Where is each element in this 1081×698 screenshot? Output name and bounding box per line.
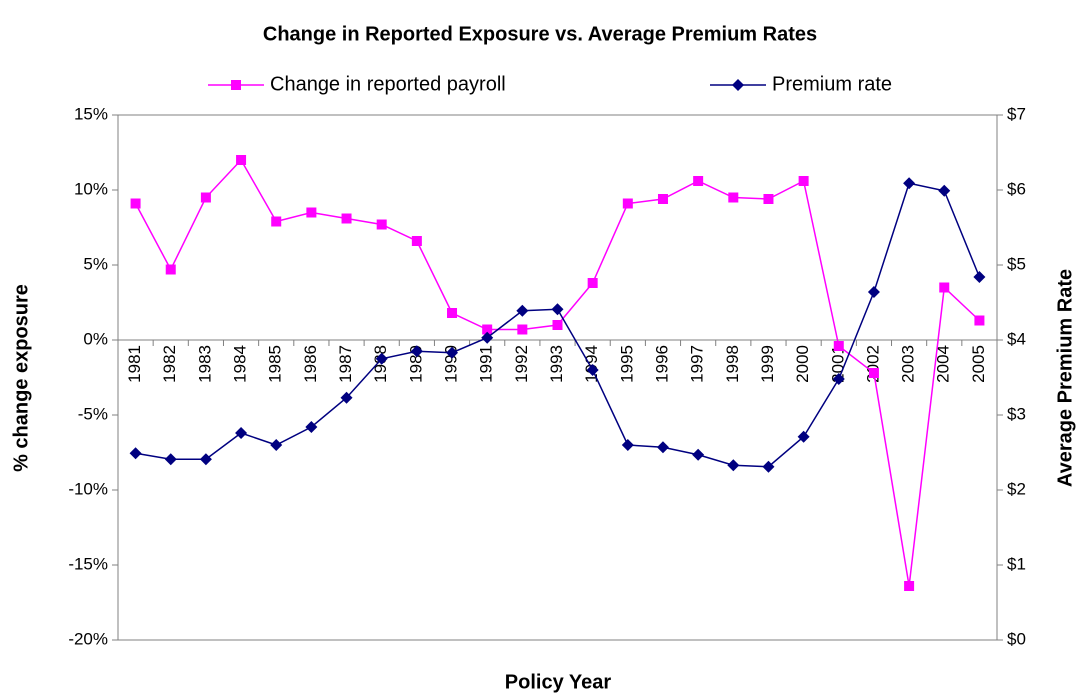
marker: [763, 194, 774, 204]
x-tick-label: 2003: [899, 345, 918, 383]
marker: [270, 439, 283, 451]
marker: [164, 453, 177, 466]
marker: [340, 391, 353, 404]
y-axis-title: % change exposure: [10, 284, 32, 472]
x-tick-label: 1999: [758, 345, 777, 383]
marker: [621, 439, 634, 451]
marker: [129, 447, 142, 460]
x-tick-label: 1994: [582, 345, 601, 383]
marker: [797, 430, 810, 443]
y-tick-label: 0%: [83, 329, 108, 348]
marker: [200, 192, 211, 203]
marker: [375, 352, 388, 365]
marker: [732, 79, 744, 91]
marker: [446, 346, 459, 359]
marker: [586, 364, 599, 376]
y2-tick-label: $3: [1007, 404, 1026, 423]
x-tick-label: 1995: [617, 345, 636, 383]
legend-label: Change in reported payroll: [270, 73, 506, 95]
y2-tick-label: $5: [1007, 254, 1026, 273]
marker: [481, 331, 494, 344]
y2-tick-label: $0: [1007, 629, 1026, 648]
marker: [551, 303, 564, 316]
x-tick-label: 1997: [688, 345, 707, 383]
marker: [973, 271, 986, 283]
plot-area: [117, 114, 998, 641]
marker: [130, 198, 141, 209]
marker: [762, 460, 775, 473]
marker: [231, 80, 241, 90]
marker: [235, 427, 248, 439]
x-tick-label: 1987: [336, 345, 355, 383]
marker: [622, 198, 633, 209]
marker: [903, 177, 916, 190]
x-tick-label: 1986: [301, 345, 320, 383]
marker: [938, 184, 951, 197]
y-tick-label: -15%: [68, 554, 108, 573]
marker: [236, 155, 247, 165]
y-tick-label: 15%: [74, 104, 108, 123]
marker: [867, 286, 880, 298]
marker: [411, 236, 422, 246]
marker: [693, 176, 704, 186]
x-tick-label: 1989: [406, 345, 425, 383]
marker: [341, 213, 352, 224]
marker: [728, 192, 739, 203]
y2-tick-label: $4: [1007, 329, 1026, 348]
marker: [165, 264, 176, 275]
x-tick-label: 2001: [828, 345, 847, 383]
x-tick-label: 1988: [371, 345, 390, 383]
y-tick-label: 5%: [83, 254, 108, 273]
y2-tick-label: $6: [1007, 179, 1026, 198]
marker: [447, 308, 458, 318]
x-tick-label: 1984: [231, 345, 250, 383]
y2-tick-label: $7: [1007, 104, 1026, 123]
y2-tick-label: $2: [1007, 479, 1026, 498]
x-tick-label: 2000: [793, 345, 812, 383]
legend-label: Premium rate: [772, 73, 892, 95]
x-tick-label: 1992: [512, 345, 531, 383]
y-tick-label: -20%: [68, 629, 108, 648]
marker: [692, 448, 705, 461]
chart-title: Change in Reported Exposure vs. Average …: [263, 23, 817, 45]
x-tick-label: 1998: [723, 345, 742, 383]
marker: [306, 207, 317, 218]
marker: [868, 368, 879, 378]
x-tick-label: 1983: [195, 345, 214, 383]
marker: [305, 421, 318, 433]
marker: [832, 373, 845, 385]
marker: [833, 341, 844, 351]
x-tick-label: 1985: [266, 345, 285, 383]
x-axis-title: Policy Year: [505, 671, 612, 693]
marker: [410, 345, 423, 358]
marker: [656, 441, 669, 454]
y2-tick-label: $1: [1007, 554, 1026, 573]
marker: [517, 324, 528, 335]
y2-axis-title: Average Premium Rate: [1054, 269, 1076, 487]
marker: [798, 176, 809, 186]
x-tick-label: 1982: [160, 345, 179, 383]
marker: [271, 216, 282, 227]
x-tick-label: 2005: [969, 345, 988, 383]
x-tick-label: 2004: [934, 345, 953, 383]
y-tick-label: 10%: [74, 179, 108, 198]
marker: [516, 304, 529, 317]
y-tick-label: -5%: [78, 404, 108, 423]
marker: [904, 581, 915, 591]
marker: [974, 315, 985, 326]
marker: [376, 219, 387, 230]
x-tick-label: 1993: [547, 345, 566, 383]
x-tick-label: 1996: [652, 345, 671, 383]
x-tick-label: 1991: [477, 345, 496, 383]
marker: [727, 459, 740, 472]
marker: [939, 282, 950, 293]
y-tick-label: -10%: [68, 479, 108, 498]
x-tick-label: 1981: [125, 345, 144, 383]
marker: [657, 194, 668, 204]
marker: [552, 320, 563, 330]
marker: [199, 453, 212, 466]
marker: [482, 324, 493, 335]
marker: [587, 278, 598, 288]
